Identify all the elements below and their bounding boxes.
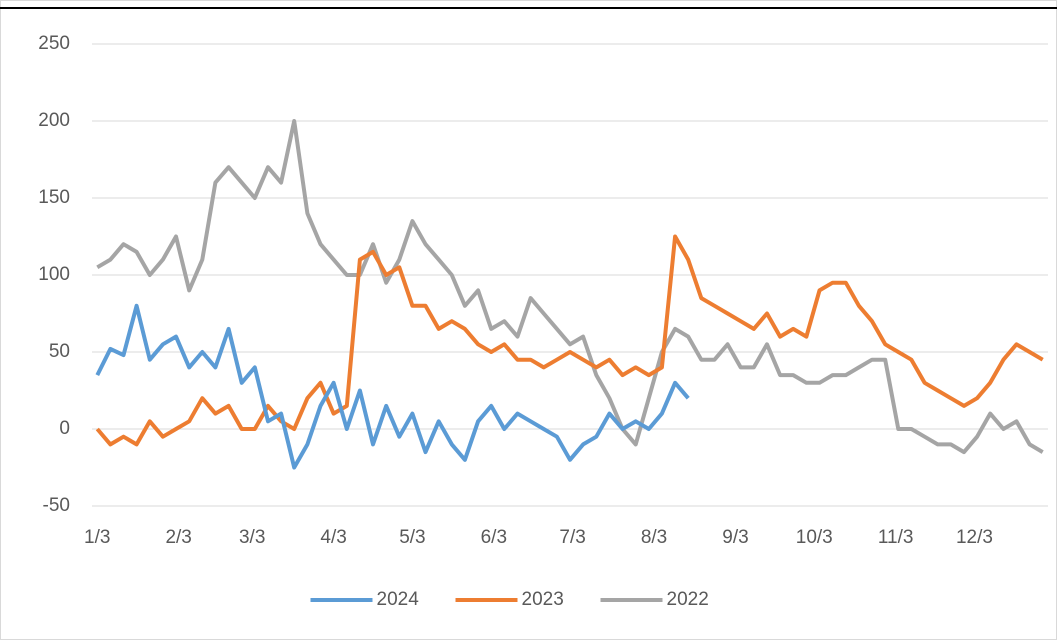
legend-label: 2024 — [377, 589, 420, 610]
y-tick-label: 0 — [59, 418, 70, 439]
x-tick-label: 12/3 — [956, 527, 993, 548]
x-tick-label: 10/3 — [796, 527, 833, 548]
series-line — [96, 119, 1044, 455]
legend-label: 2023 — [522, 589, 564, 610]
x-tick-label: 11/3 — [878, 527, 914, 548]
x-tick-label: 1/3 — [84, 527, 110, 548]
x-tick-label: 5/3 — [399, 527, 425, 548]
y-tick-label: -50 — [43, 495, 70, 516]
y-tick-label: 100 — [38, 264, 70, 285]
legend-label: 2022 — [667, 589, 709, 610]
x-tick-label: 7/3 — [559, 527, 585, 548]
x-tick-label: 2/3 — [165, 527, 191, 548]
y-tick-label: 250 — [38, 33, 70, 54]
y-tick-label: 50 — [49, 341, 70, 362]
series-line — [95, 303, 690, 470]
x-tick-label: 8/3 — [641, 527, 667, 548]
series-line — [95, 234, 1044, 447]
x-tick-label: 6/3 — [481, 527, 507, 548]
y-tick-label: 150 — [38, 187, 70, 208]
x-tick-label: 9/3 — [722, 527, 748, 548]
x-tick-label: 3/3 — [239, 527, 265, 548]
x-tick-label: 4/3 — [320, 527, 346, 548]
y-tick-label: 200 — [38, 110, 70, 131]
